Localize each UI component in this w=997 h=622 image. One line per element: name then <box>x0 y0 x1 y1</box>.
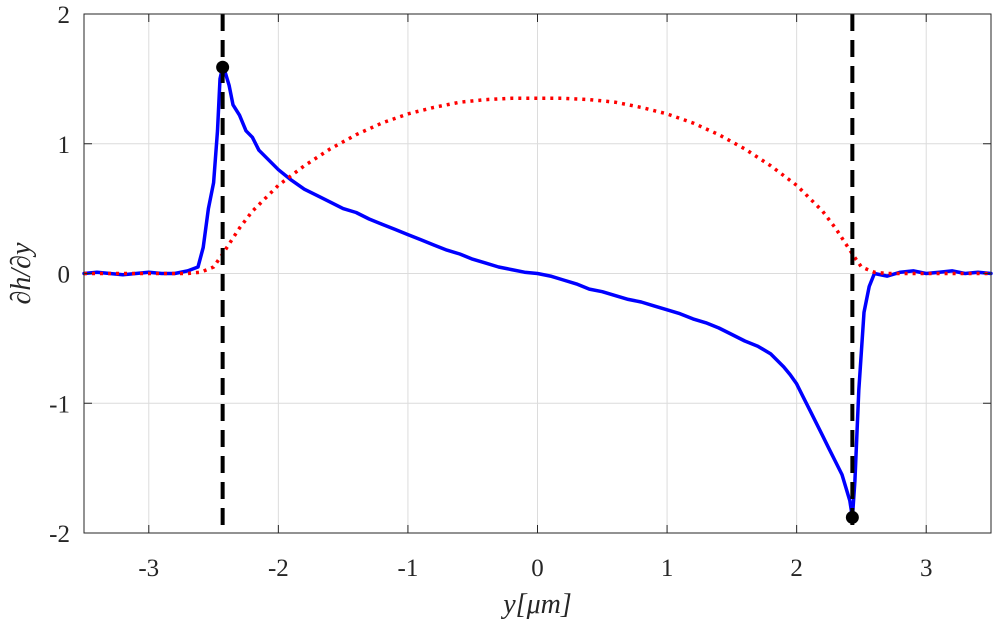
y-tick-label-3: 1 <box>58 132 71 159</box>
x-axis-ticks: -3 -2 -1 0 1 2 3 <box>138 14 932 582</box>
y-tick-label-4: 2 <box>58 2 71 29</box>
vertical-lines <box>220 14 855 533</box>
x-tick-label-4: 1 <box>661 555 674 582</box>
marker-point-0 <box>216 60 230 74</box>
markers <box>216 60 859 524</box>
x-tick-label-5: 2 <box>790 555 803 582</box>
series-line-1 <box>84 96 991 276</box>
x-tick-label-6: 3 <box>920 555 933 582</box>
x-tick-label-2: -1 <box>398 555 419 582</box>
y-tick-label-1: -1 <box>49 391 70 418</box>
y-axis-ticks: -2 -1 0 1 2 <box>49 2 991 548</box>
x-tick-label-0: -3 <box>138 555 159 582</box>
x-tick-label-3: 0 <box>531 555 544 582</box>
y-tick-label-0: -2 <box>49 521 70 548</box>
y-axis-label: ∂h/∂y <box>6 242 37 304</box>
y-tick-label-2: 0 <box>58 262 71 289</box>
x-axis-label: y[μm] <box>500 589 572 620</box>
marker-point-1 <box>845 510 859 524</box>
x-tick-label-1: -2 <box>268 555 289 582</box>
